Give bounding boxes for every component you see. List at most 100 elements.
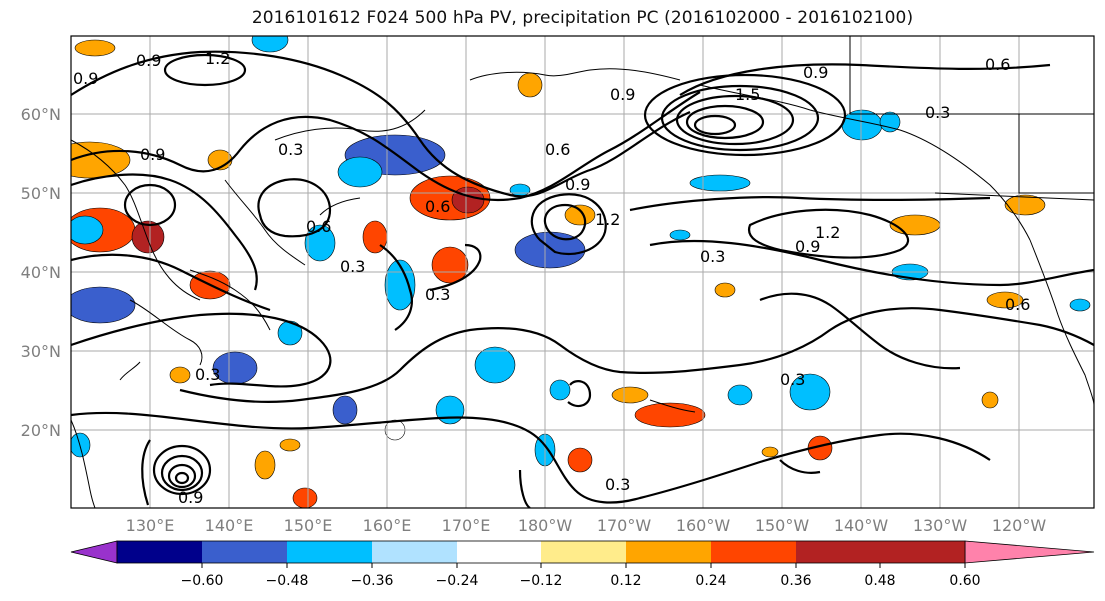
- contour-label: 0.9: [565, 175, 590, 194]
- precip-blob: [337, 156, 383, 188]
- colorbar-tick-label: −0.60: [181, 573, 224, 589]
- colorbar-ticks: [201, 563, 966, 568]
- lat-label: 50°N: [21, 184, 61, 203]
- precip-blob: [431, 246, 469, 284]
- precip-blob: [986, 291, 1024, 309]
- lon-label: 160°E: [363, 516, 412, 535]
- precip-blob: [332, 395, 358, 425]
- longitude-labels: 130°E 140°E 150°E 160°E 170°E 180°W 170°…: [126, 516, 1047, 535]
- precip-blob: [71, 432, 91, 458]
- contour-label: 0.6: [985, 55, 1010, 74]
- precip-blob: [435, 395, 465, 425]
- colorbar-tick-label: −0.24: [436, 573, 479, 589]
- colorbar-tick-label: 0.12: [610, 573, 641, 589]
- contour-label: 0.3: [605, 475, 630, 494]
- precip-blob: [1069, 298, 1091, 312]
- contour-label: 0.3: [278, 140, 303, 159]
- precip-blob: [761, 446, 779, 458]
- precip-blob: [74, 39, 116, 57]
- precip-blob: [451, 186, 485, 214]
- precip-blob: [567, 447, 593, 473]
- colorbar: −0.60 −0.48 −0.36 −0.24 −0.12 0.12 0.24 …: [70, 540, 1095, 589]
- precip-blob: [714, 282, 736, 298]
- precip-blob: [277, 320, 303, 346]
- colorbar-tick-label: −0.12: [520, 573, 563, 589]
- precip-blob: [251, 36, 289, 53]
- latitude-labels: 60°N 50°N 40°N 30°N 20°N: [21, 105, 61, 440]
- contour-label: 0.9: [140, 145, 165, 164]
- lon-label: 140°W: [834, 516, 889, 535]
- pv-contours: [71, 50, 1094, 508]
- contour-label: 0.6: [306, 217, 331, 236]
- lat-label: 40°N: [21, 263, 61, 282]
- precip-blob: [669, 229, 691, 241]
- precip-blob: [474, 346, 516, 384]
- contour-label: 0.3: [700, 247, 725, 266]
- colorbar-segment: [626, 541, 711, 563]
- colorbar-segment: [457, 541, 541, 563]
- precip-blob: [131, 220, 165, 254]
- colorbar-segment: [372, 541, 457, 563]
- precip-blob: [1004, 194, 1046, 216]
- contour-label: 0.3: [195, 365, 220, 384]
- gridlines: [71, 36, 1094, 508]
- lon-label: 180°W: [518, 516, 573, 535]
- colorbar-tick-label: −0.36: [351, 573, 394, 589]
- colorbar-segment: [541, 541, 626, 563]
- coastlines: [71, 36, 1094, 508]
- contour-label: 0.9: [73, 69, 98, 88]
- contour-label: 1.5: [735, 85, 760, 104]
- colorbar-tick-label: 0.48: [864, 573, 895, 589]
- contour-label: 0.9: [610, 85, 635, 104]
- colorbar-tick-label: −0.48: [266, 573, 309, 589]
- lon-label: 130°E: [126, 516, 175, 535]
- precip-blob: [279, 438, 301, 452]
- map-title: 2016101612 F024 500 hPa PV, precipitatio…: [251, 8, 914, 28]
- lon-label: 140°E: [205, 516, 254, 535]
- colorbar-segment: [287, 541, 372, 563]
- lon-label: 120°W: [992, 516, 1047, 535]
- precip-blob: [71, 286, 136, 324]
- precip-blob: [981, 391, 999, 409]
- lat-label: 20°N: [21, 421, 61, 440]
- colorbar-min-extend: [70, 540, 118, 564]
- precip-blob: [254, 450, 276, 480]
- lat-label: 60°N: [21, 105, 61, 124]
- contour-label: 0.6: [545, 140, 570, 159]
- contour-label: 0.9: [795, 237, 820, 256]
- contour-label: 0.3: [425, 285, 450, 304]
- precip-blob: [789, 373, 831, 411]
- colorbar-segment: [880, 541, 965, 563]
- precip-blob: [727, 384, 753, 406]
- precip-blob: [564, 204, 596, 226]
- precip-blob: [509, 183, 531, 197]
- colorbar-segment: [117, 541, 202, 563]
- contour-label: 0.6: [425, 197, 450, 216]
- contour-label: 0.3: [340, 257, 365, 276]
- lon-label: 130°W: [913, 516, 968, 535]
- map-frame: [70, 35, 1095, 509]
- colorbar-segment: [711, 541, 796, 563]
- colorbar-tick-label: 0.36: [780, 573, 811, 589]
- precip-blob: [889, 214, 941, 236]
- contour-label: 1.2: [595, 210, 620, 229]
- lon-label: 170°E: [442, 516, 491, 535]
- colorbar-tick-label: 0.60: [949, 573, 980, 589]
- lon-label: 150°W: [755, 516, 810, 535]
- contour-label: 0.9: [803, 63, 828, 82]
- contour-label: 0.3: [780, 370, 805, 389]
- precip-blob: [611, 386, 649, 404]
- precip-blob: [292, 487, 318, 508]
- precip-blob: [71, 215, 104, 245]
- precip-blob: [634, 402, 706, 428]
- colorbar-segment: [202, 541, 287, 563]
- contour-label: 1.2: [205, 49, 230, 68]
- contour-label: 0.9: [178, 488, 203, 507]
- precip-blob: [879, 111, 901, 133]
- colorbar-tick-label: 0.24: [695, 573, 726, 589]
- contour-label: 0.6: [1005, 295, 1030, 314]
- contour-label: 1.2: [815, 223, 840, 242]
- lat-label: 30°N: [21, 342, 61, 361]
- precip-blob: [517, 72, 543, 98]
- lon-label: 160°W: [676, 516, 731, 535]
